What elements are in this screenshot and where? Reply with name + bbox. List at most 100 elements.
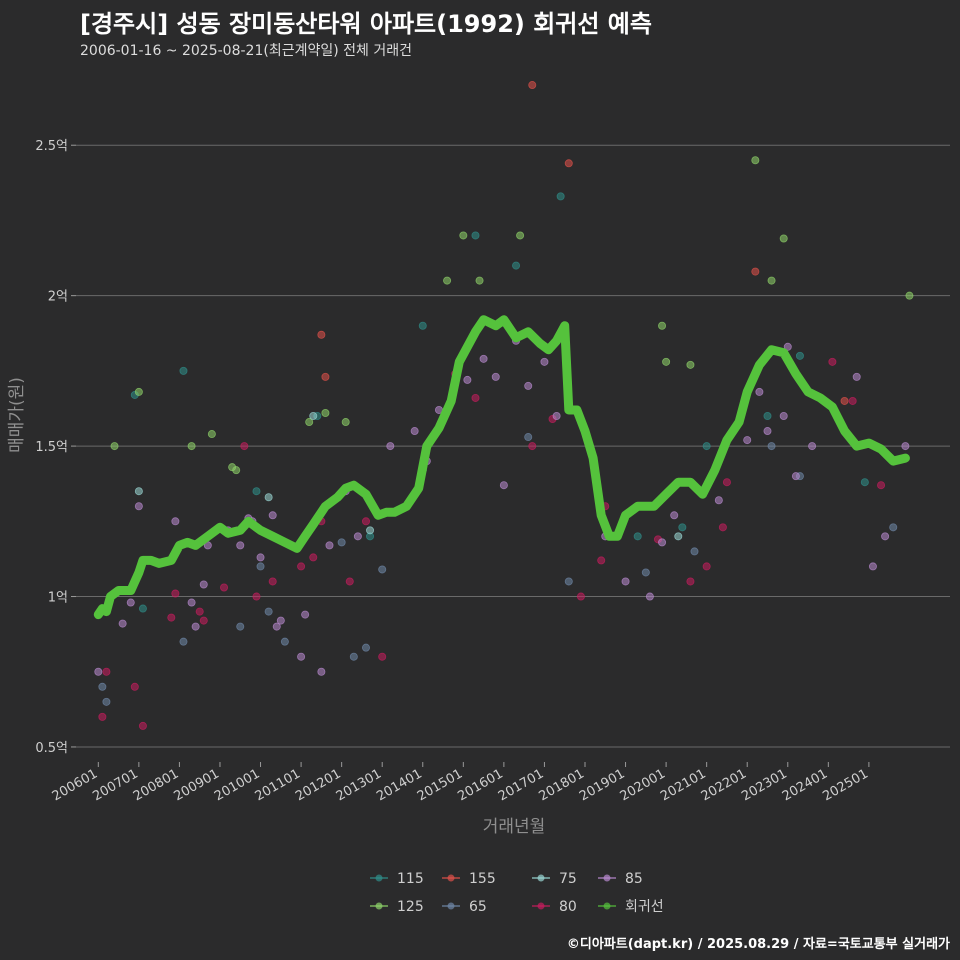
legend-item-125: 125 xyxy=(370,899,424,915)
data-point-85 xyxy=(325,541,334,550)
data-point-155 xyxy=(751,267,760,276)
scatter-points xyxy=(94,81,914,730)
legend-label: 65 xyxy=(469,899,487,915)
legend-label: 155 xyxy=(469,871,496,887)
legend-label: 75 xyxy=(559,871,577,887)
data-point-80 xyxy=(877,481,886,490)
data-point-80 xyxy=(702,562,711,571)
data-point-115 xyxy=(633,532,642,541)
data-point-80 xyxy=(848,396,857,405)
legend-item-80: 80 xyxy=(532,899,577,915)
data-point-85 xyxy=(670,511,679,520)
x-tick-label: 200901 xyxy=(171,766,221,804)
legend-label: 회귀선 xyxy=(625,899,664,915)
data-point-125 xyxy=(475,276,484,285)
data-point-125 xyxy=(905,291,914,300)
y-axis-title: 매매가(원) xyxy=(7,377,27,453)
data-point-85 xyxy=(808,442,817,451)
regression-line-group xyxy=(93,315,910,620)
data-point-65 xyxy=(256,562,265,571)
data-point-65 xyxy=(179,637,188,646)
data-point-80 xyxy=(102,667,111,676)
data-point-65 xyxy=(378,565,387,574)
data-point-80 xyxy=(597,556,606,565)
data-point-80 xyxy=(130,682,139,691)
data-point-85 xyxy=(118,619,127,628)
data-point-80 xyxy=(471,393,480,402)
data-point-65 xyxy=(564,577,573,586)
data-point-80 xyxy=(297,562,306,571)
data-point-65 xyxy=(767,442,776,451)
y-tick-label: 1.5억 xyxy=(35,440,68,455)
data-point-125 xyxy=(321,408,330,417)
data-point-115 xyxy=(678,523,687,532)
x-tick-label: 202501 xyxy=(820,766,870,804)
data-point-115 xyxy=(471,231,480,240)
data-point-65 xyxy=(690,547,699,556)
x-tick-label: 201901 xyxy=(577,766,627,804)
legend-key-dot xyxy=(537,902,545,910)
data-point-125 xyxy=(767,276,776,285)
data-point-80 xyxy=(361,517,370,526)
data-point-125 xyxy=(341,418,350,427)
data-point-85 xyxy=(645,592,654,601)
data-point-85 xyxy=(187,598,196,607)
legend-key-dot xyxy=(447,874,455,882)
data-point-85 xyxy=(94,667,103,676)
x-tick-label: 201701 xyxy=(496,766,546,804)
data-point-80 xyxy=(98,712,107,721)
data-point-80 xyxy=(220,583,229,592)
source-caption: ©디아파트(dapt.kr) / 2025.08.29 / 자료=국토교통부 실… xyxy=(566,937,950,952)
data-point-75 xyxy=(134,487,143,496)
data-point-85 xyxy=(852,372,861,381)
data-point-125 xyxy=(686,360,695,369)
x-tick-label: 202301 xyxy=(739,766,789,804)
data-point-65 xyxy=(98,682,107,691)
x-tick-label: 201501 xyxy=(415,766,465,804)
chart-title: [경주시] 성동 장미동산타워 아파트(1992) 회귀선 예측 xyxy=(80,10,652,38)
data-point-80 xyxy=(309,553,318,562)
legend-item-115: 115 xyxy=(370,871,424,887)
data-point-115 xyxy=(763,411,772,420)
legend-key-dot xyxy=(603,902,611,910)
data-point-80 xyxy=(718,523,727,532)
data-point-75 xyxy=(264,493,273,502)
data-point-125 xyxy=(516,231,525,240)
y-axis-ticks: 0.5억 1억 1.5억 2억 2.5억 xyxy=(35,139,76,756)
y-tick-label: 0.5억 xyxy=(35,741,68,756)
data-point-65 xyxy=(524,433,533,442)
legend-item-65: 65 xyxy=(442,899,487,915)
data-point-85 xyxy=(499,481,508,490)
legend-key-dot xyxy=(603,874,611,882)
data-point-115 xyxy=(556,192,565,201)
x-tick-label: 202201 xyxy=(699,766,749,804)
legend-label: 80 xyxy=(559,899,577,915)
legend-key-dot xyxy=(375,874,383,882)
regression-line xyxy=(93,315,910,620)
y-tick-label: 2.5억 xyxy=(35,139,68,154)
x-tick-label: 202001 xyxy=(618,766,668,804)
legend-key-dot xyxy=(537,874,545,882)
data-point-125 xyxy=(134,387,143,396)
legend-key-dot xyxy=(375,902,383,910)
data-point-85 xyxy=(540,357,549,366)
legend-item-75: 75 xyxy=(532,871,577,887)
data-point-85 xyxy=(881,532,890,541)
data-point-85 xyxy=(301,610,310,619)
data-point-65 xyxy=(337,538,346,547)
y-tick-label: 2억 xyxy=(48,290,68,305)
x-tick-label: 201801 xyxy=(536,766,586,804)
data-point-85 xyxy=(779,411,788,420)
legend-label: 125 xyxy=(397,899,424,915)
data-point-80 xyxy=(138,721,147,730)
data-point-75 xyxy=(674,532,683,541)
data-point-80 xyxy=(828,357,837,366)
data-point-80 xyxy=(722,478,731,487)
data-point-115 xyxy=(252,487,261,496)
data-point-115 xyxy=(860,478,869,487)
data-point-85 xyxy=(552,411,561,420)
data-point-115 xyxy=(795,351,804,360)
data-point-125 xyxy=(658,321,667,330)
data-point-155 xyxy=(317,330,326,339)
data-point-85 xyxy=(134,502,143,511)
